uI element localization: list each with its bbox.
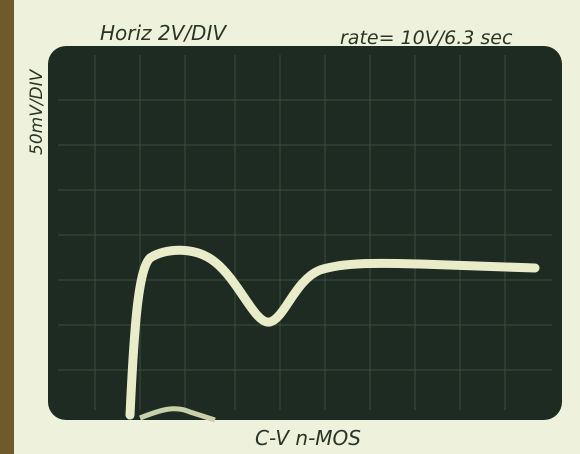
caption: C-V n-MOS — [255, 426, 361, 450]
horizontal-scale: Horiz 2V/DIV — [100, 21, 227, 45]
scope-screen — [48, 46, 562, 420]
trace — [125, 245, 540, 420]
baseline-glow — [139, 406, 216, 423]
edge — [0, 0, 14, 454]
rate: rate= 10V/6.3 sec — [340, 27, 513, 49]
vertical-scale: 50mV/DIV — [27, 68, 47, 155]
